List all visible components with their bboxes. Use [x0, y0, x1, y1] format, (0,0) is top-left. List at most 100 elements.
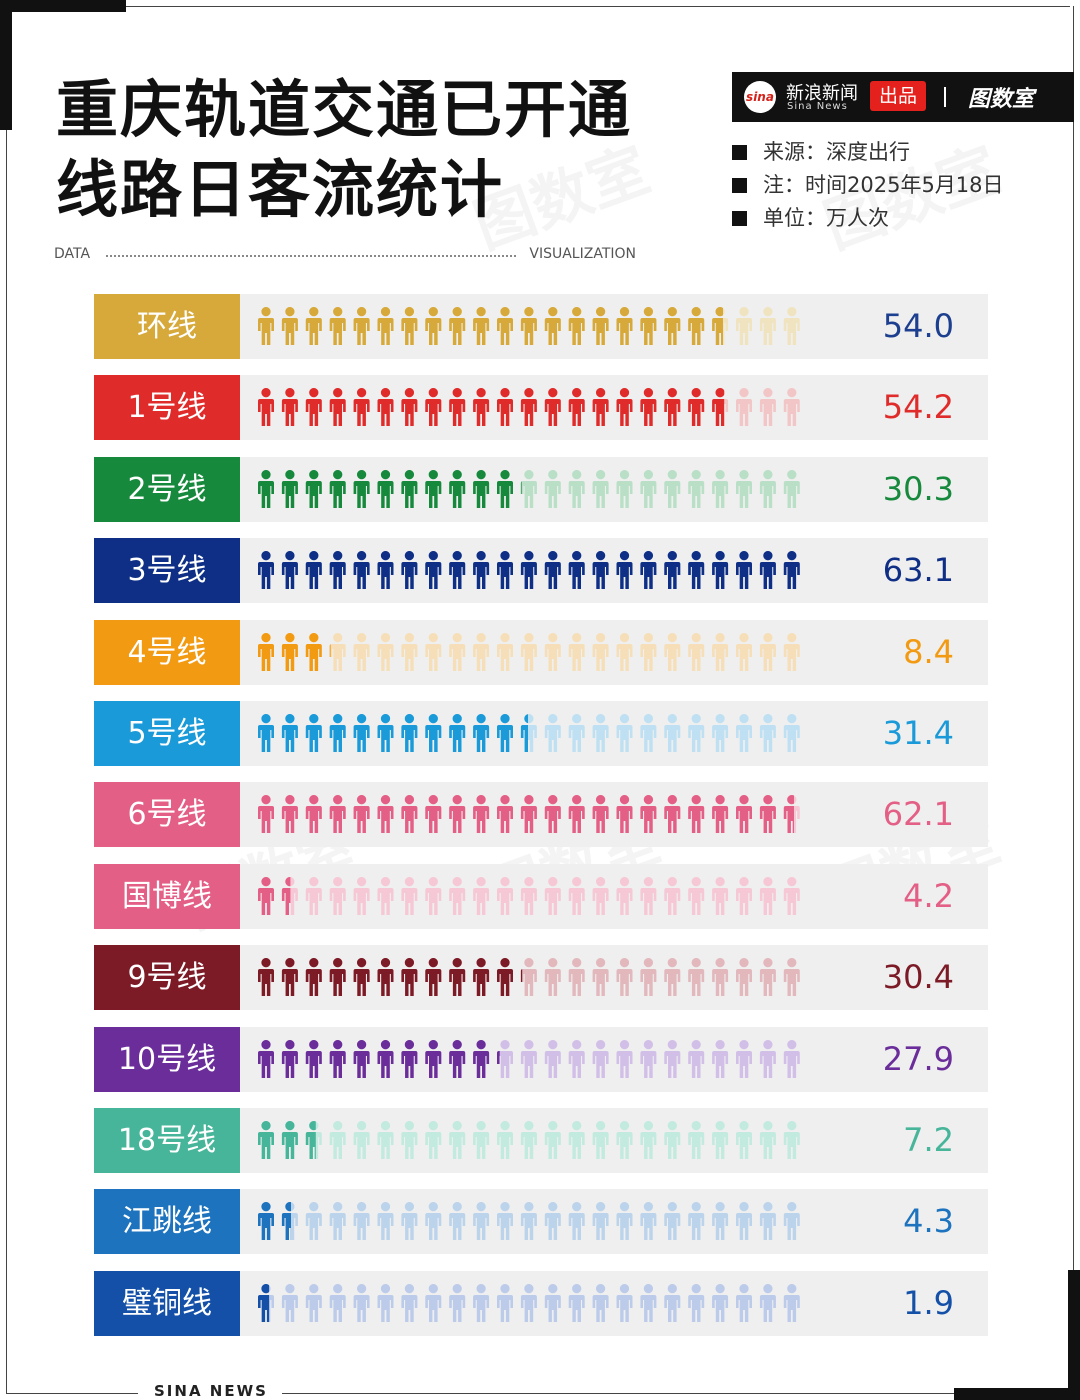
people-pictograph	[258, 958, 800, 997]
line-label-box: 5号线	[94, 701, 240, 766]
value-label: 8.4	[903, 632, 954, 671]
value-label: 4.2	[903, 876, 954, 915]
line-label: 10号线	[117, 1041, 217, 1077]
frame-corner-bottom-right	[954, 1388, 1080, 1400]
frame-corner-bottom-right-vertical	[1068, 1270, 1080, 1400]
people-pictograph	[258, 1121, 800, 1159]
line-label: 璧铜线	[122, 1285, 212, 1321]
meta-note: 注：时间2025年5月18日	[732, 169, 1004, 202]
line-label: 2号线	[127, 471, 207, 507]
brand-name-en: Sina News	[787, 101, 848, 112]
chart-row: 江跳线 4.3	[94, 1189, 988, 1255]
people-pictograph	[258, 876, 800, 915]
people-icons-background	[258, 1121, 800, 1159]
data-label: DATA	[54, 246, 91, 262]
people-icons-filled	[258, 876, 291, 915]
chart-row: 9号线 30.4	[94, 945, 988, 1011]
line-label: 1号线	[127, 390, 207, 426]
chart-row: 18号线 7.2	[94, 1108, 988, 1173]
value-label: 31.4	[882, 714, 954, 752]
people-icons-filled	[258, 1283, 270, 1322]
chart-row: 2号线 30.3	[94, 456, 988, 522]
line-label-box: 10号线	[94, 1026, 240, 1092]
meta-source: 来源：深度出行	[732, 136, 1004, 169]
brand-tag: 出品	[870, 81, 926, 111]
people-pictograph	[258, 1039, 800, 1078]
people-pictograph	[258, 307, 800, 345]
line-label: 9号线	[127, 960, 207, 996]
footer-brand: SINA NEWS	[154, 1382, 268, 1400]
line-label-box: 6号线	[94, 782, 240, 848]
frame-line-right	[1073, 6, 1074, 1270]
people-icons-background	[258, 714, 800, 752]
line-label-box: 2号线	[94, 456, 240, 522]
people-icons-filled	[258, 1039, 500, 1078]
line-label: 6号线	[127, 797, 207, 833]
partner-logo: 图数室	[968, 87, 1035, 112]
chart-row: 1号线 54.2	[94, 375, 988, 441]
line-label-box: 江跳线	[94, 1189, 240, 1255]
sina-logo-icon: sina	[744, 81, 776, 113]
line-label: 江跳线	[122, 1204, 212, 1240]
line-label-box: 3号线	[94, 538, 240, 604]
brand-separator	[944, 87, 946, 107]
people-icons-background	[258, 1039, 800, 1078]
value-label: 54.2	[882, 388, 954, 427]
value-label: 30.3	[882, 469, 954, 508]
value-label: 63.1	[882, 551, 954, 590]
people-icons-background	[258, 1202, 800, 1241]
square-bullet-icon	[732, 211, 747, 226]
people-pictograph	[258, 1202, 800, 1241]
frame-corner-top-left-vertical	[0, 0, 12, 130]
line-label-box: 18号线	[94, 1108, 240, 1173]
square-bullet-icon	[732, 178, 747, 193]
line-label-box: 4号线	[94, 619, 240, 685]
people-icons-filled	[258, 469, 522, 508]
title-line-2: 线路日客流统计	[56, 153, 505, 226]
people-icons-background	[258, 876, 800, 915]
chart-row: 环线 54.0	[94, 294, 988, 359]
frame-line-top	[126, 6, 1070, 7]
people-pictograph	[258, 469, 800, 508]
chart-row: 6号线 62.1	[94, 782, 988, 848]
square-bullet-icon	[732, 145, 747, 160]
value-label: 62.1	[882, 795, 954, 834]
chart-row: 3号线 63.1	[94, 538, 988, 604]
line-label: 国博线	[122, 878, 212, 914]
value-label: 4.3	[903, 1202, 954, 1241]
value-label: 1.9	[903, 1283, 954, 1322]
people-icons-filled	[258, 958, 523, 997]
data-visualization-divider: DATA VISUALIZATION	[54, 246, 636, 266]
people-icons-filled	[258, 1202, 291, 1241]
chart-row: 5号线 31.4	[94, 701, 988, 766]
people-pictograph	[258, 632, 800, 671]
people-icons-background	[258, 632, 800, 671]
value-label: 7.2	[903, 1121, 954, 1159]
meta-note-text: 注：时间2025年5月18日	[763, 173, 1004, 197]
value-label: 30.4	[882, 958, 954, 997]
line-label: 18号线	[117, 1123, 217, 1158]
title-line-1: 重庆轨道交通已开通	[56, 73, 633, 146]
meta-info: 来源：深度出行 注：时间2025年5月18日 单位：万人次	[732, 136, 1004, 235]
meta-unit: 单位：万人次	[732, 202, 1004, 235]
line-label: 4号线	[127, 634, 207, 670]
value-label: 27.9	[882, 1039, 954, 1078]
line-label-box: 1号线	[94, 375, 240, 441]
pictograph-chart: 环线 54.0 1号线 54.2 2号线 30.3 3号线 63.1 4号线 8.4 5号线 31.4…	[94, 294, 988, 1336]
line-label: 环线	[137, 309, 197, 344]
line-label-box: 环线	[94, 294, 240, 359]
people-pictograph	[258, 714, 800, 752]
line-label: 5号线	[127, 716, 207, 751]
dotted-divider	[106, 255, 516, 257]
chart-row: 国博线 4.2	[94, 863, 988, 929]
frame-line-bottom-left	[6, 1393, 138, 1394]
value-label: 54.0	[882, 307, 954, 345]
people-icons-background	[258, 469, 800, 508]
line-label-box: 国博线	[94, 863, 240, 929]
people-icons-filled	[258, 714, 529, 752]
chart-row: 璧铜线 1.9	[94, 1270, 988, 1336]
page-title: 重庆轨道交通已开通 线路日客流统计	[56, 70, 632, 230]
people-icons-filled	[258, 1121, 316, 1159]
people-pictograph	[258, 388, 800, 427]
chart-row: 10号线 27.9	[94, 1026, 988, 1092]
